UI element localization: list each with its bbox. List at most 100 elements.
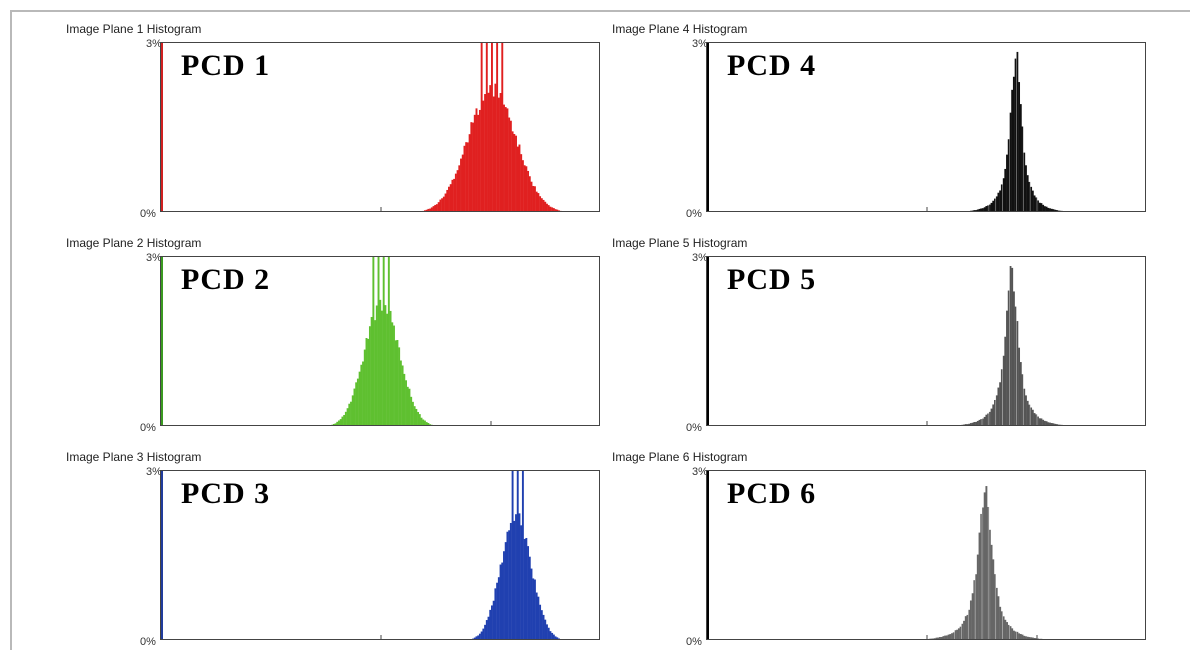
histogram-bar	[517, 147, 519, 212]
histogram-bar	[1040, 203, 1042, 212]
histogram-bar	[500, 565, 502, 640]
y-min-label: 0%	[686, 208, 702, 220]
histogram-bar	[427, 209, 429, 212]
histogram-bar	[498, 577, 500, 640]
histogram-bar	[393, 326, 395, 426]
histogram-bar	[961, 425, 963, 426]
histogram-bar	[1034, 638, 1036, 640]
histogram-bar	[529, 176, 531, 212]
histogram-bar	[534, 580, 536, 641]
histogram-bar	[1020, 362, 1022, 426]
histogram-bar	[1042, 420, 1044, 426]
histogram-bar	[531, 182, 533, 212]
histogram-bar	[930, 639, 932, 640]
histogram-bar	[443, 197, 445, 212]
histogram-bar	[544, 202, 546, 212]
histogram-bar	[1004, 337, 1006, 426]
histogram-bar	[548, 628, 550, 640]
histogram-bar	[419, 414, 421, 426]
histogram-bar	[1061, 211, 1063, 212]
histogram-bar	[1063, 211, 1065, 212]
histogram-bar	[347, 408, 349, 426]
histogram-bar	[970, 423, 972, 426]
histogram-bar	[493, 97, 495, 213]
histogram-bar	[421, 211, 423, 212]
pcd-label: PCD 6	[727, 477, 816, 511]
histogram-bar	[951, 633, 953, 640]
histogram-bar	[972, 423, 974, 426]
histogram-bar	[1032, 638, 1034, 640]
histogram-bar	[378, 257, 380, 426]
histogram-bar	[932, 639, 934, 641]
histogram-bar	[400, 361, 402, 426]
histogram-bar	[553, 635, 555, 640]
histogram-bar	[1025, 165, 1027, 212]
histogram-bar	[512, 131, 514, 212]
histogram-bar	[465, 142, 467, 212]
histogram-bar	[525, 166, 527, 212]
histogram-bar	[496, 583, 498, 640]
histogram-bar	[491, 605, 493, 640]
histogram-bar	[543, 615, 545, 640]
histogram-bar	[937, 638, 939, 641]
plot-area: PCD 1	[160, 42, 600, 212]
histogram-bar	[984, 417, 986, 426]
histogram-bar	[1058, 425, 1060, 426]
histogram-bar	[481, 43, 483, 212]
histogram-bar	[462, 155, 464, 212]
histogram-bar	[489, 85, 491, 212]
histogram-bar	[433, 425, 435, 426]
pcd-label: PCD 3	[181, 477, 270, 511]
histogram-bar	[549, 207, 551, 212]
pcd-label: PCD 1	[181, 49, 270, 83]
histogram-bar	[434, 205, 436, 212]
histogram-bar	[546, 624, 548, 640]
histogram-bar	[532, 186, 534, 212]
histogram-bar	[333, 424, 335, 426]
histogram-bar	[985, 415, 987, 426]
histogram-bar	[934, 638, 936, 640]
histogram-bar	[338, 420, 340, 426]
histogram-bar	[958, 425, 960, 426]
histogram-bar	[1066, 426, 1068, 427]
histogram-bar	[520, 525, 522, 640]
histogram-bar	[975, 422, 977, 426]
histogram-bar	[1023, 636, 1025, 640]
histogram-bar	[1047, 208, 1049, 212]
histogram-bar	[999, 607, 1001, 640]
histogram-bar	[539, 196, 541, 212]
histogram-bar	[372, 257, 374, 426]
histogram-bar	[1039, 203, 1041, 212]
histogram-bar	[556, 637, 558, 640]
histogram-bar	[476, 636, 478, 640]
histogram-bar	[968, 211, 970, 212]
histogram-bar	[336, 422, 338, 426]
histogram-bar	[431, 425, 433, 426]
histogram-bar	[555, 209, 557, 212]
histogram-bar	[967, 424, 969, 426]
histogram-bar	[536, 192, 538, 212]
histogram-bar	[524, 539, 526, 640]
histogram-bar	[942, 636, 944, 640]
histogram-bar	[1059, 211, 1061, 212]
histogram-bar	[1046, 421, 1048, 426]
panel-title: Image Plane 4 Histogram	[612, 22, 747, 36]
histogram-bar	[424, 210, 426, 212]
histogram-bar	[939, 637, 941, 640]
histogram-bar	[376, 306, 378, 426]
histogram-bar	[506, 108, 508, 212]
histogram-bar	[1013, 631, 1015, 640]
histogram-bar	[991, 545, 993, 640]
histogram-bar	[1054, 210, 1056, 212]
histogram-panel-5: Image Plane 5 Histogram 3% 0% PCD 5	[612, 236, 1072, 450]
histogram-bar	[941, 637, 943, 640]
histogram-bar	[1018, 348, 1020, 426]
histogram-panel-2: Image Plane 2 Histogram 3% 0% PCD 2	[66, 236, 526, 450]
histogram-bar	[1065, 425, 1067, 426]
histogram-bar	[501, 563, 503, 640]
histogram-bar	[441, 198, 443, 212]
histogram-bar	[405, 380, 407, 426]
histogram-bar	[510, 121, 512, 212]
histogram-bar	[1006, 155, 1008, 212]
histogram-bar	[1027, 401, 1029, 426]
